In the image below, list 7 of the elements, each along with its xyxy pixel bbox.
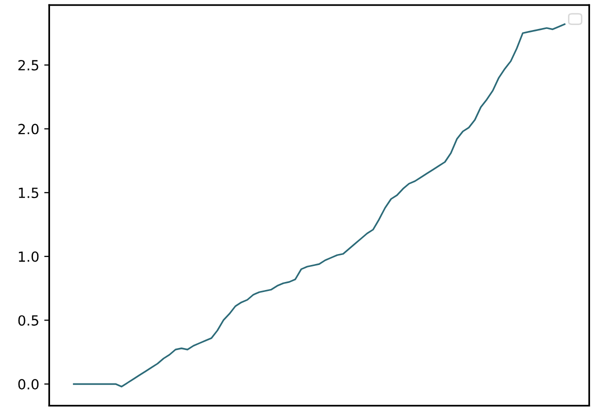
- y-tick-label: 1.0: [18, 251, 39, 262]
- y-tick-label: 1.5: [18, 188, 38, 198]
- line-series: [72, 23, 566, 388]
- y-tick-label: 2.5: [18, 60, 38, 70]
- y-tick-label: 0.0: [18, 378, 39, 390]
- y-tick-label: 2.0: [18, 124, 39, 134]
- y-tick-label: 0.5: [18, 315, 38, 326]
